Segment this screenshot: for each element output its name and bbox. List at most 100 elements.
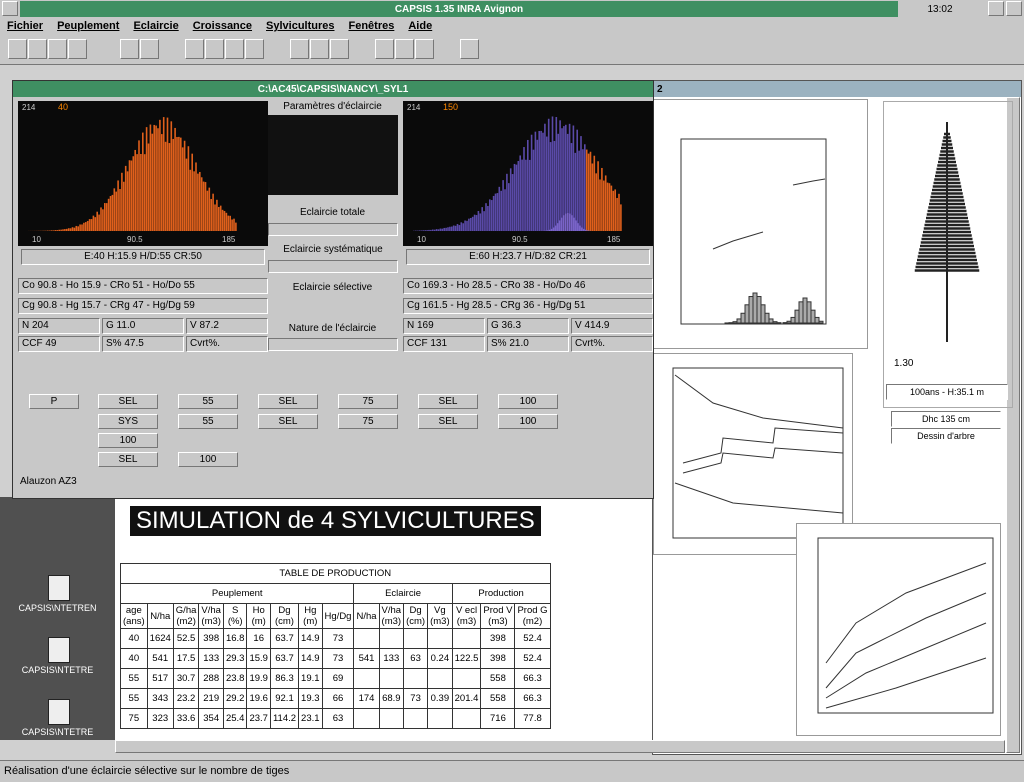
tool-button[interactable] — [415, 39, 434, 59]
app-icon[interactable] — [48, 699, 70, 725]
stat: S% 47.5 — [102, 336, 184, 352]
stat: CCF 131 — [403, 336, 485, 352]
hist-bar — [609, 183, 611, 231]
tool-button[interactable] — [8, 39, 27, 59]
hist-bar — [455, 226, 457, 231]
grid-cell[interactable]: SEL — [418, 394, 478, 409]
menu-item[interactable]: Croissance — [193, 20, 252, 32]
tool-button[interactable] — [310, 39, 329, 59]
slider[interactable] — [268, 260, 398, 273]
grid-cell[interactable]: P — [29, 394, 79, 409]
hist-bar — [159, 120, 161, 231]
menu-item[interactable]: Fenêtres — [349, 20, 395, 32]
hist-bar — [516, 165, 518, 231]
grid-cell[interactable]: 100 — [98, 433, 158, 448]
tree-button[interactable]: Dessin d'arbre — [891, 428, 1001, 444]
grid-cell[interactable]: 55 — [178, 414, 238, 429]
grid-cell[interactable]: SEL — [258, 394, 318, 409]
tool-button[interactable] — [290, 39, 309, 59]
menu-item[interactable]: Peuplement — [57, 20, 119, 32]
hist-bar — [70, 228, 72, 231]
table-cell: 517 — [147, 669, 173, 689]
table-cell: 69 — [322, 669, 354, 689]
hist-bar — [554, 141, 556, 231]
table-cell: 40 — [121, 649, 148, 669]
table-cell: 23.7 — [247, 709, 271, 729]
grid-cell[interactable]: SEL — [418, 414, 478, 429]
hist-bar — [136, 154, 138, 231]
app-icon[interactable] — [48, 575, 70, 601]
tool-button[interactable] — [395, 39, 414, 59]
hist-bar — [573, 125, 575, 231]
slider[interactable] — [268, 338, 398, 351]
hist-bar — [502, 180, 504, 231]
slider[interactable] — [268, 223, 398, 236]
hist-bar — [55, 230, 57, 231]
tool-button[interactable] — [120, 39, 139, 59]
menu-item[interactable]: Sylvicultures — [266, 20, 334, 32]
maximize[interactable] — [1006, 1, 1022, 16]
grid-cell[interactable]: 55 — [178, 394, 238, 409]
grid-cell[interactable]: 100 — [498, 414, 558, 429]
hist-bar — [485, 203, 487, 231]
tool-button[interactable] — [205, 39, 224, 59]
hist-bar — [542, 133, 544, 231]
table-cell: 66.3 — [515, 669, 550, 689]
hist-bar — [76, 226, 78, 231]
h-scrollbar[interactable] — [115, 740, 1005, 753]
app-icon[interactable] — [48, 637, 70, 663]
tool-button[interactable] — [330, 39, 349, 59]
table-cell — [452, 709, 481, 729]
system-menu[interactable] — [2, 1, 18, 16]
grid-cell[interactable]: 75 — [338, 394, 398, 409]
option-nature[interactable]: Nature de l'éclaircie — [265, 323, 400, 334]
table-cell: 63.7 — [270, 649, 298, 669]
hist-bar — [152, 134, 154, 231]
hist-bar — [110, 196, 112, 231]
bar — [803, 298, 807, 323]
hist-bar — [138, 140, 140, 231]
tool-button[interactable] — [68, 39, 87, 59]
hist-bar — [142, 133, 144, 231]
grid-cell[interactable]: SEL — [98, 452, 158, 467]
menu-item[interactable]: Eclaircie — [133, 20, 178, 32]
grid-cell[interactable]: SEL — [258, 414, 318, 429]
option-total[interactable]: Eclaircie totale — [265, 207, 400, 218]
hist-bar — [115, 192, 117, 231]
hist-bar — [453, 225, 455, 231]
column-unit: (cm) — [406, 616, 425, 627]
summary: E:40 H:15.9 H/D:55 CR:50 — [21, 249, 265, 265]
bar — [807, 302, 811, 323]
grid-cell[interactable]: SEL — [98, 394, 158, 409]
minimize[interactable] — [988, 1, 1004, 16]
grid-cell[interactable]: SYS — [98, 414, 158, 429]
grid-cell[interactable]: 75 — [338, 414, 398, 429]
menu-item[interactable]: Aide — [408, 20, 432, 32]
tool-button[interactable] — [375, 39, 394, 59]
tool-button[interactable] — [48, 39, 67, 59]
grid-cell[interactable]: 100 — [498, 394, 558, 409]
hist-bar — [527, 140, 529, 231]
app-title-bar: CAPSIS 1.35 INRA Avignon 13:02 — [0, 0, 1024, 18]
hist-bar — [224, 211, 226, 231]
option-selective[interactable]: Eclaircie sélective — [265, 282, 400, 293]
tool-button[interactable] — [225, 39, 244, 59]
tool-button[interactable] — [245, 39, 264, 59]
hist-bar — [178, 137, 180, 231]
grid-cell[interactable]: 100 — [178, 452, 238, 467]
tool-button[interactable] — [28, 39, 47, 59]
icon-label: CAPSIS\NTETREN — [0, 603, 115, 613]
tool-button[interactable] — [185, 39, 204, 59]
menu-item[interactable]: Fichier — [7, 20, 43, 32]
tool-button[interactable] — [460, 39, 479, 59]
hist-bar — [218, 207, 220, 231]
option-systematic[interactable]: Eclaircie systématique — [263, 244, 403, 255]
tool-button[interactable] — [140, 39, 159, 59]
column-header: Hg(m) — [299, 604, 323, 629]
hist-bar — [133, 156, 135, 231]
column-header: V ecl(m3) — [452, 604, 481, 629]
hist-bar — [419, 230, 421, 231]
